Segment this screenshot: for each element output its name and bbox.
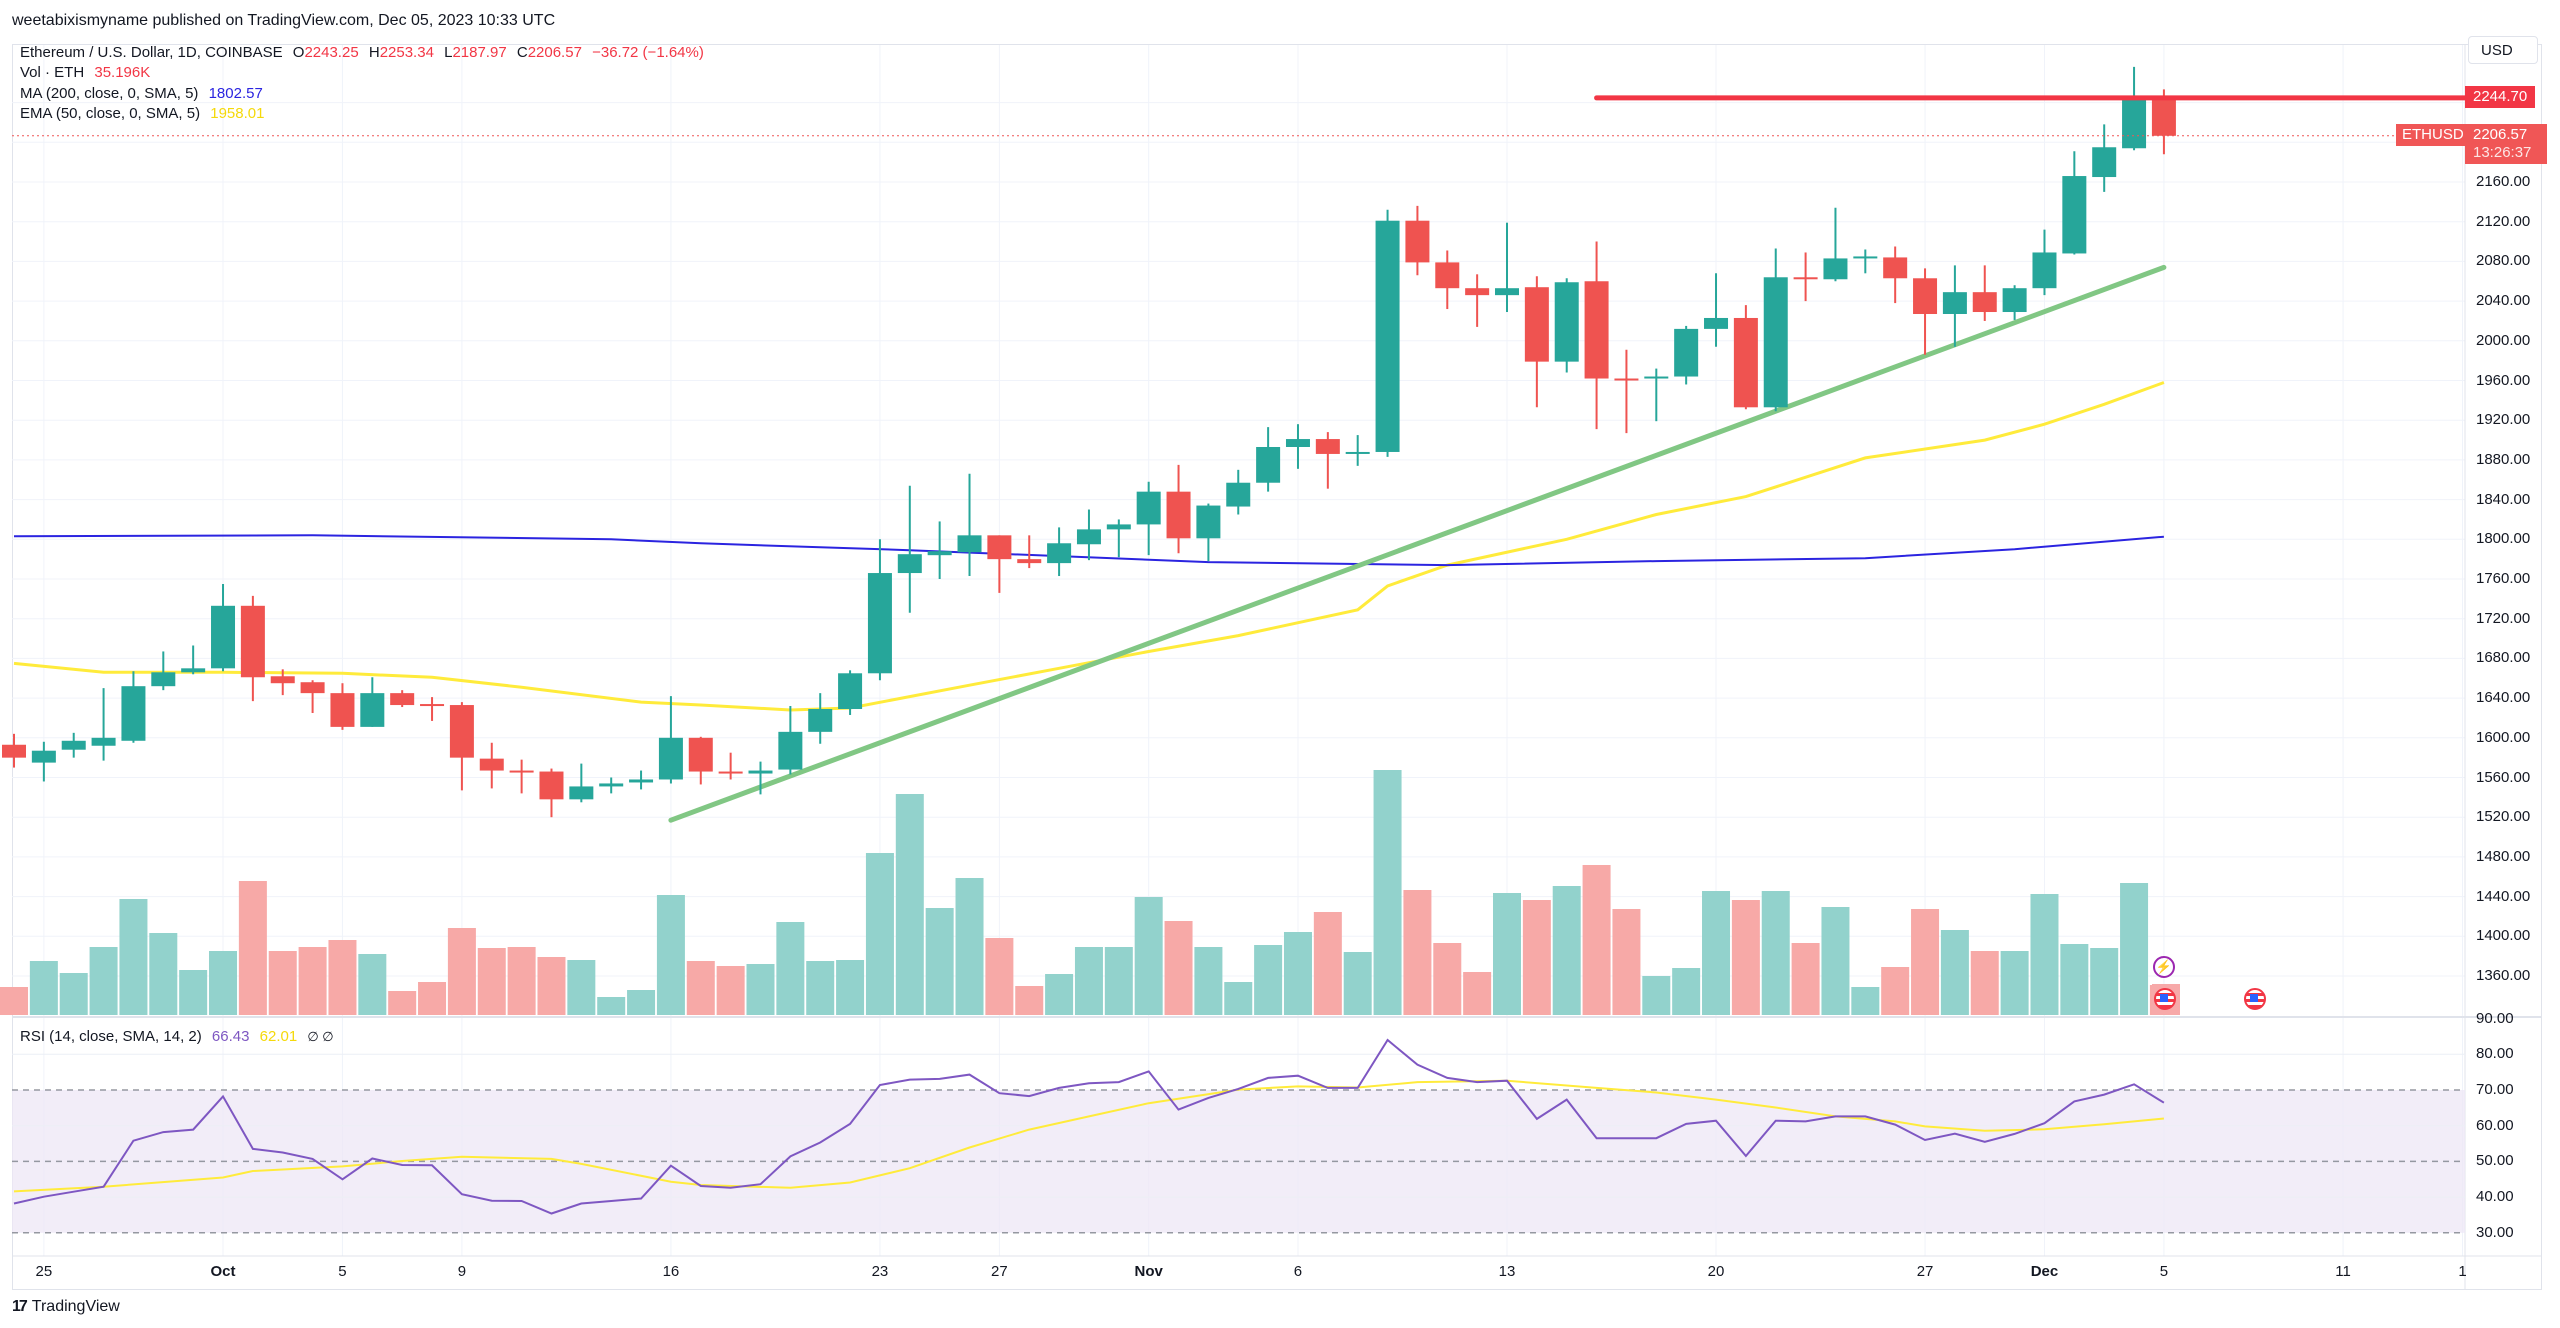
price-tick-label: 1800.00: [2476, 530, 2531, 548]
ema-legend[interactable]: EMA (50, close, 0, SMA, 5) 1958.01: [20, 104, 270, 124]
lightning-event-icon[interactable]: ⚡: [2153, 956, 2175, 978]
volume-value: 35.196K: [94, 64, 151, 81]
ma-legend[interactable]: MA (200, close, 0, SMA, 5) 1802.57: [20, 84, 269, 104]
price-tick-label: 1400.00: [2476, 927, 2531, 945]
last-price: 2206.57: [2473, 126, 2528, 143]
date-tick-label: 27: [991, 1263, 1008, 1280]
symbol-price-tag: ETHUSD: [2396, 124, 2470, 146]
price-tick-label: 1600.00: [2476, 728, 2531, 746]
date-tick-label: 20: [1707, 1263, 1725, 1280]
rsi-tick-label: 30.00: [2476, 1223, 2514, 1241]
rsi-tick-label: 60.00: [2476, 1116, 2514, 1134]
price-tick-label: 1760.00: [2476, 570, 2531, 587]
date-tick-label: 1: [2458, 1263, 2467, 1280]
open-label: O2243.25: [292, 44, 359, 61]
ema-label: EMA (50, close, 0, SMA, 5): [20, 105, 201, 122]
price-tick-label: 1840.00: [2476, 490, 2531, 508]
rsi-tick-label: 90.00: [2476, 1009, 2514, 1027]
date-tick-label: 13: [1498, 1263, 1516, 1280]
rsi-tick-label: 40.00: [2476, 1188, 2514, 1206]
date-tick-label: 5: [2159, 1263, 2169, 1280]
rsi-na-icons: ∅ ∅: [307, 1029, 334, 1044]
price-tick-label: 1720.00: [2476, 609, 2531, 627]
tradingview-mark-icon: 17: [12, 1298, 28, 1315]
date-tick-label: 16: [662, 1263, 680, 1280]
volume-legend[interactable]: Vol · ETH 35.196K: [20, 63, 156, 83]
date-tick-label: Dec: [2030, 1263, 2059, 1280]
date-tick-label: 11: [2335, 1263, 2351, 1280]
price-tick-label: 2080.00: [2476, 252, 2531, 270]
change-value: −36.72 (−1.64%): [592, 44, 704, 61]
rsi-tick-label: 80.00: [2476, 1045, 2514, 1063]
price-tick-label: 1480.00: [2476, 847, 2531, 865]
price-tick-label: 1640.00: [2476, 689, 2531, 707]
currency-button[interactable]: USD: [2468, 36, 2538, 64]
price-tick-label: 1520.00: [2476, 808, 2531, 826]
tradingview-brand: TradingView: [31, 1298, 120, 1315]
low-label: L2187.97: [444, 44, 507, 61]
price-tick-label: 1680.00: [2476, 649, 2531, 667]
date-tick-label: 5: [338, 1263, 347, 1280]
us-flag-event-icon[interactable]: [2244, 988, 2266, 1010]
symbol-title: Ethereum / U.S. Dollar, 1D, COINBASE: [20, 44, 283, 61]
price-tick-label: 2120.00: [2476, 212, 2531, 230]
date-tick-label: Nov: [1134, 1263, 1163, 1280]
date-tick-label: 6: [1293, 1263, 1303, 1280]
ma-value: 1802.57: [208, 85, 263, 102]
date-tick-label: Oct: [210, 1263, 236, 1280]
date-tick-label: 25: [35, 1263, 53, 1280]
close-value: 2206.57: [527, 44, 582, 61]
date-tick-label: 27: [1916, 1263, 1934, 1280]
tradingview-logo[interactable]: 17 TradingView: [12, 1298, 120, 1316]
rsi-sma-value: 62.01: [259, 1028, 298, 1045]
price-tick-label: 1440.00: [2476, 887, 2531, 905]
publisher-line: weetabixismyname published on TradingVie…: [12, 12, 556, 29]
price-tick-label: 1960.00: [2476, 371, 2531, 389]
high-value: 2253.34: [379, 44, 434, 61]
price-tick-label: 2160.00: [2476, 173, 2531, 190]
rsi-tick-label: 70.00: [2476, 1081, 2514, 1098]
rsi-tick-label: 50.00: [2476, 1152, 2514, 1170]
rsi-legend[interactable]: RSI (14, close, SMA, 14, 2) 66.43 62.01 …: [20, 1028, 334, 1045]
bar-countdown: 13:26:37: [2473, 144, 2532, 161]
ema-value: 1958.01: [210, 105, 265, 122]
ma-label: MA (200, close, 0, SMA, 5): [20, 85, 199, 102]
rsi-value: 66.43: [211, 1028, 250, 1045]
price-tick-label: 1920.00: [2476, 411, 2531, 429]
date-tick-label: 23: [871, 1263, 889, 1280]
price-tick-label: 2000.00: [2476, 331, 2531, 349]
symbol-legend[interactable]: Ethereum / U.S. Dollar, 1D, COINBASE O22…: [20, 43, 710, 63]
last-price-tag: 2206.57 13:26:37: [2465, 124, 2547, 164]
volume-label: Vol · ETH: [20, 64, 85, 81]
us-flag-event-icon[interactable]: [2154, 988, 2176, 1010]
open-value: 2243.25: [304, 44, 359, 61]
price-tick-label: 1560.00: [2476, 768, 2531, 786]
resistance-price-tag: 2244.70: [2465, 86, 2536, 108]
rsi-label: RSI (14, close, SMA, 14, 2): [20, 1028, 202, 1045]
price-tick-label: 1360.00: [2476, 967, 2531, 984]
close-label: C2206.57: [516, 44, 582, 61]
date-tick-label: 9: [457, 1263, 467, 1280]
low-value: 2187.97: [452, 44, 507, 61]
chart-frame: [12, 44, 2542, 1290]
price-tick-label: 1880.00: [2476, 450, 2531, 468]
high-label: H2253.34: [368, 44, 434, 61]
price-tick-label: 2040.00: [2476, 292, 2531, 310]
